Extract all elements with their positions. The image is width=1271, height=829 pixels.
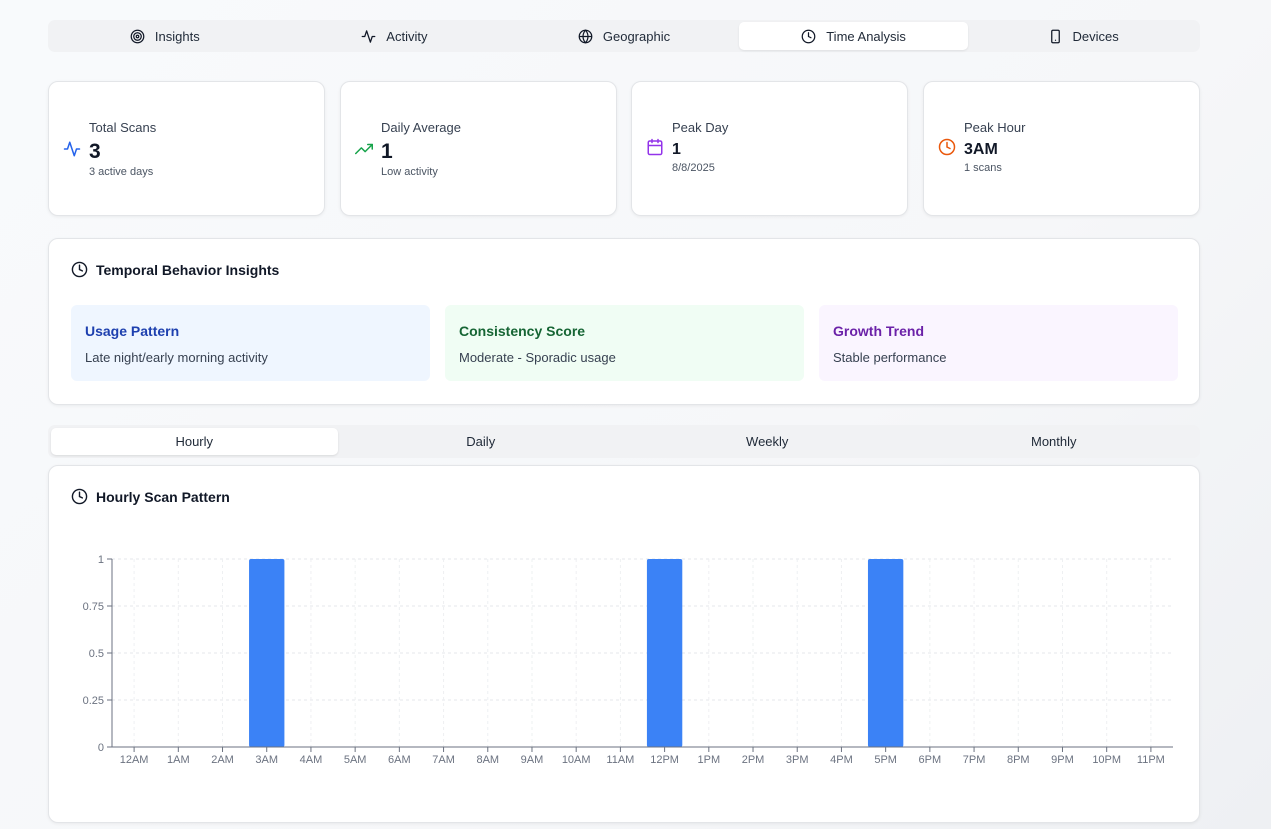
tab-insights[interactable]: Insights [50, 22, 280, 50]
tab-weekly[interactable]: Weekly [746, 434, 789, 449]
stat-sub: 8/8/2025 [672, 162, 715, 174]
tab-daily[interactable]: Daily [466, 434, 496, 449]
x-tick-label: 9AM [521, 754, 544, 766]
x-tick-label: 11PM [1137, 754, 1165, 766]
x-tick-label: 4AM [300, 754, 323, 766]
stat-value: 3 [89, 140, 101, 163]
insight-desc: Stable performance [833, 350, 947, 365]
target-icon [130, 29, 145, 43]
tab-label: Activity [386, 28, 428, 44]
x-tick-label: 4PM [830, 754, 853, 766]
activity-icon [361, 29, 376, 43]
x-tick-label: 1AM [167, 754, 190, 766]
temporal-insights-panel: Temporal Behavior Insights Usage Pattern… [48, 238, 1200, 405]
x-tick-label: 5AM [344, 754, 367, 766]
x-tick-label: 6PM [919, 754, 942, 766]
bar-5PM [867, 559, 904, 747]
stat-card-total-scans: Total Scans 3 3 active days [48, 81, 325, 216]
stat-label: Peak Hour [964, 120, 1026, 135]
x-tick-label: 1PM [698, 754, 721, 766]
panel-title-text: Hourly Scan Pattern [96, 488, 230, 505]
hourly-bar-chart: 0 0.25 0.5 0.75 1 12AM 1AM 2AM 3AM 4AM 5AM 6AM 7AM 8A… [83, 554, 1173, 766]
tab-geographic[interactable]: Geographic [509, 22, 739, 50]
insight-card-growth-trend: Growth Trend Stable performance [819, 305, 1178, 381]
x-tick-label: 9PM [1051, 754, 1074, 766]
bar-3AM [249, 559, 285, 747]
clock-icon [71, 488, 88, 505]
x-tick-label: 8AM [476, 754, 499, 766]
insight-title: Usage Pattern [85, 323, 180, 339]
tab-devices[interactable]: Devices [968, 22, 1198, 50]
stat-label: Daily Average [381, 120, 461, 135]
stat-sub: 1 scans [964, 162, 1002, 174]
panel-title: Hourly Scan Pattern [71, 488, 230, 505]
hourly-chart-panel: Hourly Scan Pattern 0 0.25 0.5 0.75 1 12AM 1AM… [48, 465, 1200, 823]
tab-label: Geographic [602, 28, 671, 44]
x-tick-label: 10PM [1092, 754, 1121, 766]
x-tick-label: 7PM [963, 754, 986, 766]
stat-label: Total Scans [89, 120, 157, 135]
stat-value: 1 [672, 141, 681, 158]
stat-value: 3AM [964, 141, 998, 158]
tab-label: Devices [1072, 28, 1119, 44]
x-tick-label: 12AM [120, 754, 149, 766]
y-tick-label: 1 [98, 554, 104, 566]
tab-time-analysis[interactable]: Time Analysis [738, 22, 969, 50]
tab-label: Insights [154, 28, 200, 44]
y-tick-label: 0 [98, 742, 104, 754]
x-tick-label: 8PM [1007, 754, 1030, 766]
trending-up-icon [355, 143, 373, 155]
x-tick-label: 10AM [562, 754, 591, 766]
tab-hourly[interactable]: Hourly [51, 428, 338, 455]
x-tick-label: 2AM [211, 754, 234, 766]
bar-12PM [646, 559, 683, 747]
insight-desc: Moderate - Sporadic usage [459, 350, 616, 365]
stat-card-daily-average: Daily Average 1 Low activity [340, 81, 617, 216]
tab-monthly[interactable]: Monthly [1030, 434, 1077, 449]
insight-card-consistency-score: Consistency Score Moderate - Sporadic us… [445, 305, 804, 381]
stat-value: 1 [381, 140, 393, 163]
insight-title: Growth Trend [833, 323, 924, 339]
x-tick-label: 5PM [874, 754, 897, 766]
panel-title: Temporal Behavior Insights [71, 261, 279, 278]
y-tick-label: 0.75 [83, 601, 104, 613]
insight-card-usage-pattern: Usage Pattern Late night/early morning a… [71, 305, 430, 381]
x-tick-label: 11AM [606, 754, 634, 766]
main-tabs: Insights Activity Geographic Time Analys… [48, 20, 1200, 52]
insight-desc: Late night/early morning activity [85, 350, 268, 365]
x-tick-label: 2PM [742, 754, 765, 766]
x-tick-label: 7AM [432, 754, 455, 766]
clock-icon [938, 138, 956, 156]
stat-card-peak-day: Peak Day 1 8/8/2025 [631, 81, 908, 216]
stat-sub: 3 active days [89, 166, 154, 178]
y-tick-label: 0.25 [83, 695, 104, 707]
x-tick-label: 3AM [255, 754, 278, 766]
x-tick-label: 6AM [388, 754, 411, 766]
activity-icon [63, 141, 81, 157]
time-granularity-tabs: Hourly Daily Weekly Monthly [48, 425, 1200, 458]
x-tick-label: 3PM [786, 754, 809, 766]
stat-label: Peak Day [672, 120, 729, 135]
x-tick-label: 12PM [650, 754, 679, 766]
clock-icon [71, 261, 88, 278]
stat-card-peak-hour: Peak Hour 3AM 1 scans [923, 81, 1200, 216]
panel-title-text: Temporal Behavior Insights [96, 261, 280, 278]
globe-icon [578, 28, 593, 44]
tab-label: Time Analysis [826, 28, 906, 44]
tab-activity[interactable]: Activity [280, 22, 510, 50]
clock-icon [801, 29, 816, 43]
insight-title: Consistency Score [459, 323, 586, 339]
calendar-icon [647, 138, 663, 156]
y-tick-label: 0.5 [89, 648, 104, 660]
smartphone-icon [1050, 29, 1060, 43]
stat-sub: Low activity [381, 166, 438, 178]
